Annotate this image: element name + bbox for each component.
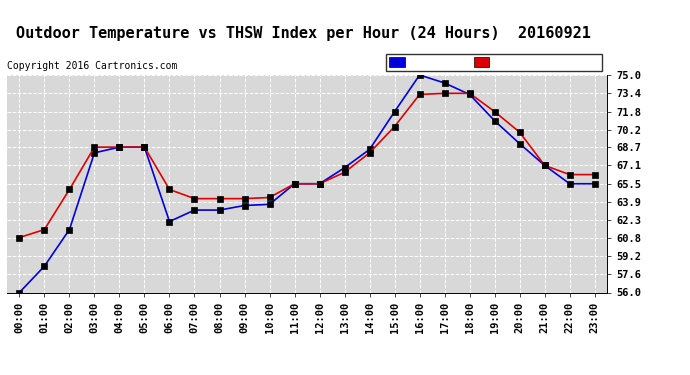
Text: Copyright 2016 Cartronics.com: Copyright 2016 Cartronics.com [7,61,177,70]
Legend: THSW  (°F), Temperature  (°F): THSW (°F), Temperature (°F) [386,54,602,71]
Text: Outdoor Temperature vs THSW Index per Hour (24 Hours)  20160921: Outdoor Temperature vs THSW Index per Ho… [16,26,591,41]
